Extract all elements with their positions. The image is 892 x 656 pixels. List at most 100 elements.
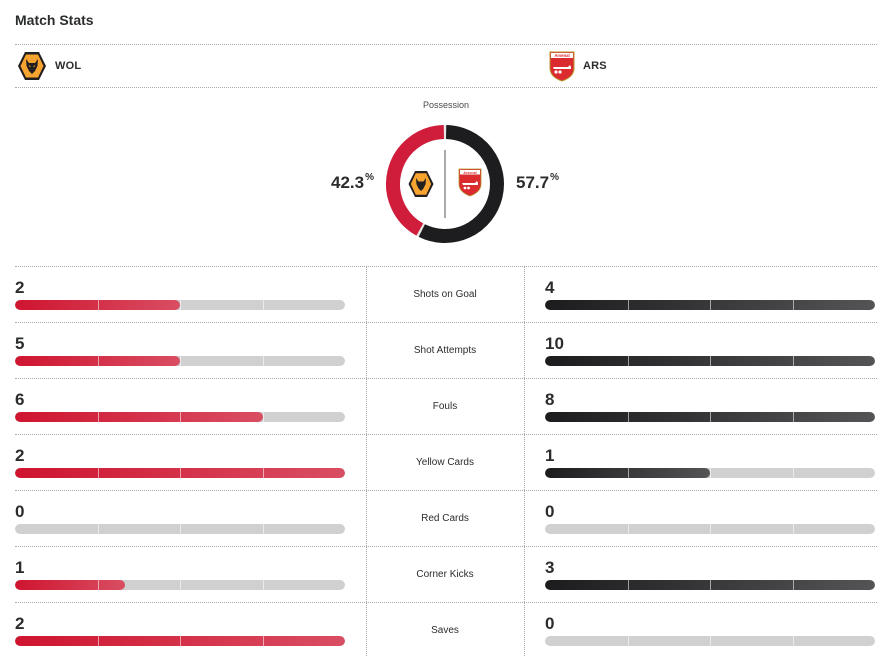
stat-away-value: 1 [545, 446, 555, 465]
stat-home-value: 1 [15, 558, 25, 577]
bar-segment [627, 356, 629, 366]
bar-segment [262, 580, 264, 590]
bar-segment [262, 636, 264, 646]
bar-segment [627, 300, 629, 310]
stat-label: Red Cards [421, 513, 469, 524]
column-divider [524, 435, 525, 490]
wolves-crest-icon [18, 52, 46, 80]
stat-home-value: 0 [15, 502, 25, 521]
stat-away-value: 8 [545, 390, 555, 409]
stat-away-value: 0 [545, 502, 555, 521]
bar-segment [180, 468, 181, 478]
bar-segment [792, 300, 794, 310]
possession-away-unit: % [550, 172, 559, 183]
arsenal-crest-icon: Arsenal [549, 51, 575, 82]
possession-away-arc [418, 125, 504, 243]
possession-home-unit: % [365, 172, 374, 183]
stat-home-bar [15, 300, 345, 310]
column-divider [524, 379, 525, 434]
bar-segment [180, 636, 181, 646]
stat-label: Saves [431, 625, 459, 636]
bar-segment [710, 580, 711, 590]
bar-segment [180, 412, 181, 422]
bar-segment [792, 636, 794, 646]
stat-label: Shots on Goal [413, 289, 477, 300]
column-divider [366, 267, 367, 322]
column-divider [366, 547, 367, 602]
bar-segment [792, 524, 794, 534]
possession-donut-chart: Arsenal [386, 125, 504, 243]
bar-segment [792, 356, 794, 366]
stat-away-bar [545, 636, 875, 646]
bar-segment [710, 524, 711, 534]
stat-home-value: 2 [15, 614, 25, 633]
bar-segment [710, 636, 711, 646]
wolves-crest-icon [408, 171, 434, 197]
stat-label: Shot Attempts [413, 345, 477, 356]
page-title: Match Stats [15, 12, 94, 28]
stats-table: 2 Shots on Goal 4 5 Shot Attempts 10 6 Fouls 8 2 Y… [15, 266, 877, 656]
column-divider [524, 267, 525, 322]
bar-segment [180, 300, 181, 310]
stat-home-bar [15, 524, 345, 534]
bar-segment [627, 636, 629, 646]
stat-row: 2 Yellow Cards 1 [15, 434, 877, 490]
bar-segment [627, 412, 629, 422]
bar-segment [710, 300, 711, 310]
bar-segment [180, 580, 181, 590]
stat-label: Yellow Cards [416, 457, 474, 468]
stat-row: 1 Corner Kicks 3 [15, 546, 877, 602]
bar-segment [627, 468, 629, 478]
arsenal-crest-text: Arsenal [463, 171, 476, 175]
bar-segment [262, 356, 264, 366]
stat-away-bar [545, 356, 875, 366]
column-divider [366, 435, 367, 490]
bar-segment [710, 356, 711, 366]
bar-segment [180, 524, 181, 534]
column-divider [524, 323, 525, 378]
stat-row: 0 Red Cards 0 [15, 490, 877, 546]
arsenal-crest-icon: Arsenal [458, 168, 482, 197]
bar-segment [97, 412, 99, 422]
possession-away-value: 57.7% [516, 172, 559, 193]
bar-segment [97, 524, 99, 534]
stat-away-value: 10 [545, 334, 564, 353]
stat-home-bar [15, 412, 345, 422]
possession-home-number: 42.3 [331, 173, 365, 192]
stat-away-bar [545, 300, 875, 310]
stat-home-value: 6 [15, 390, 25, 409]
stat-away-value: 0 [545, 614, 555, 633]
bar-segment [792, 412, 794, 422]
possession-home-value: 42.3% [331, 172, 374, 193]
team-home[interactable]: WOL [16, 50, 81, 82]
bar-segment [180, 356, 181, 366]
bar-segment [262, 412, 264, 422]
stat-away-bar [545, 580, 875, 590]
stat-home-bar [15, 580, 345, 590]
team-home-abbr: WOL [55, 60, 82, 72]
stat-home-bar [15, 356, 345, 366]
stat-home-value: 5 [15, 334, 25, 353]
column-divider [366, 603, 367, 656]
column-divider [366, 379, 367, 434]
possession-away-number: 57.7 [516, 173, 550, 192]
divider [15, 87, 877, 88]
stat-label: Fouls [432, 401, 458, 412]
bar-segment [627, 524, 629, 534]
stat-row: 5 Shot Attempts 10 [15, 322, 877, 378]
bar-segment [710, 412, 711, 422]
stat-away-bar [545, 412, 875, 422]
stat-home-bar-fill [15, 580, 125, 590]
stat-away-bar [545, 524, 875, 534]
bar-segment [97, 356, 99, 366]
team-away-abbr: ARS [583, 60, 607, 72]
bar-segment [262, 524, 264, 534]
bar-segment [710, 468, 711, 478]
stat-row: 2 Shots on Goal 4 [15, 266, 877, 322]
column-divider [366, 491, 367, 546]
column-divider [524, 603, 525, 656]
team-away[interactable]: Arsenal ARS [548, 50, 607, 82]
bar-segment [97, 580, 99, 590]
stat-home-bar-fill [15, 412, 263, 422]
stat-label: Corner Kicks [416, 569, 474, 580]
